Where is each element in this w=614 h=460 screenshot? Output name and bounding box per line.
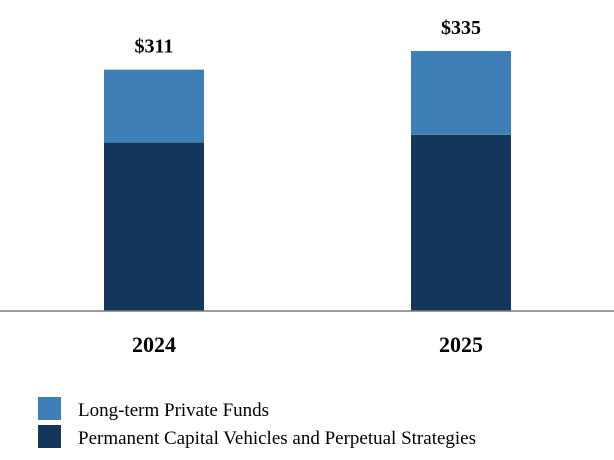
bar-2025-series-0 <box>411 134 511 311</box>
category-labels-group: 2024 2025 <box>132 332 483 357</box>
total-labels-group: $311 $335 <box>135 17 481 58</box>
total-label-2025: $335 <box>441 17 481 39</box>
legend-swatch-permanent-capital-vehicles <box>38 425 61 448</box>
bars-group <box>104 51 511 311</box>
bar-2024-series-1 <box>104 69 204 143</box>
category-label-2025: 2025 <box>439 332 483 357</box>
legend-label-long-term-private-funds: Long-term Private Funds <box>78 400 269 421</box>
category-label-2024: 2024 <box>132 332 176 357</box>
legend: Long-term Private Funds Permanent Capita… <box>38 397 476 449</box>
legend-label-permanent-capital-vehicles: Permanent Capital Vehicles and Perpetual… <box>78 428 476 449</box>
bar-2025-series-1 <box>411 51 511 135</box>
legend-swatch-long-term-private-funds <box>38 397 61 420</box>
bar-2024-series-0 <box>104 142 204 311</box>
total-label-2024: $311 <box>135 36 174 58</box>
